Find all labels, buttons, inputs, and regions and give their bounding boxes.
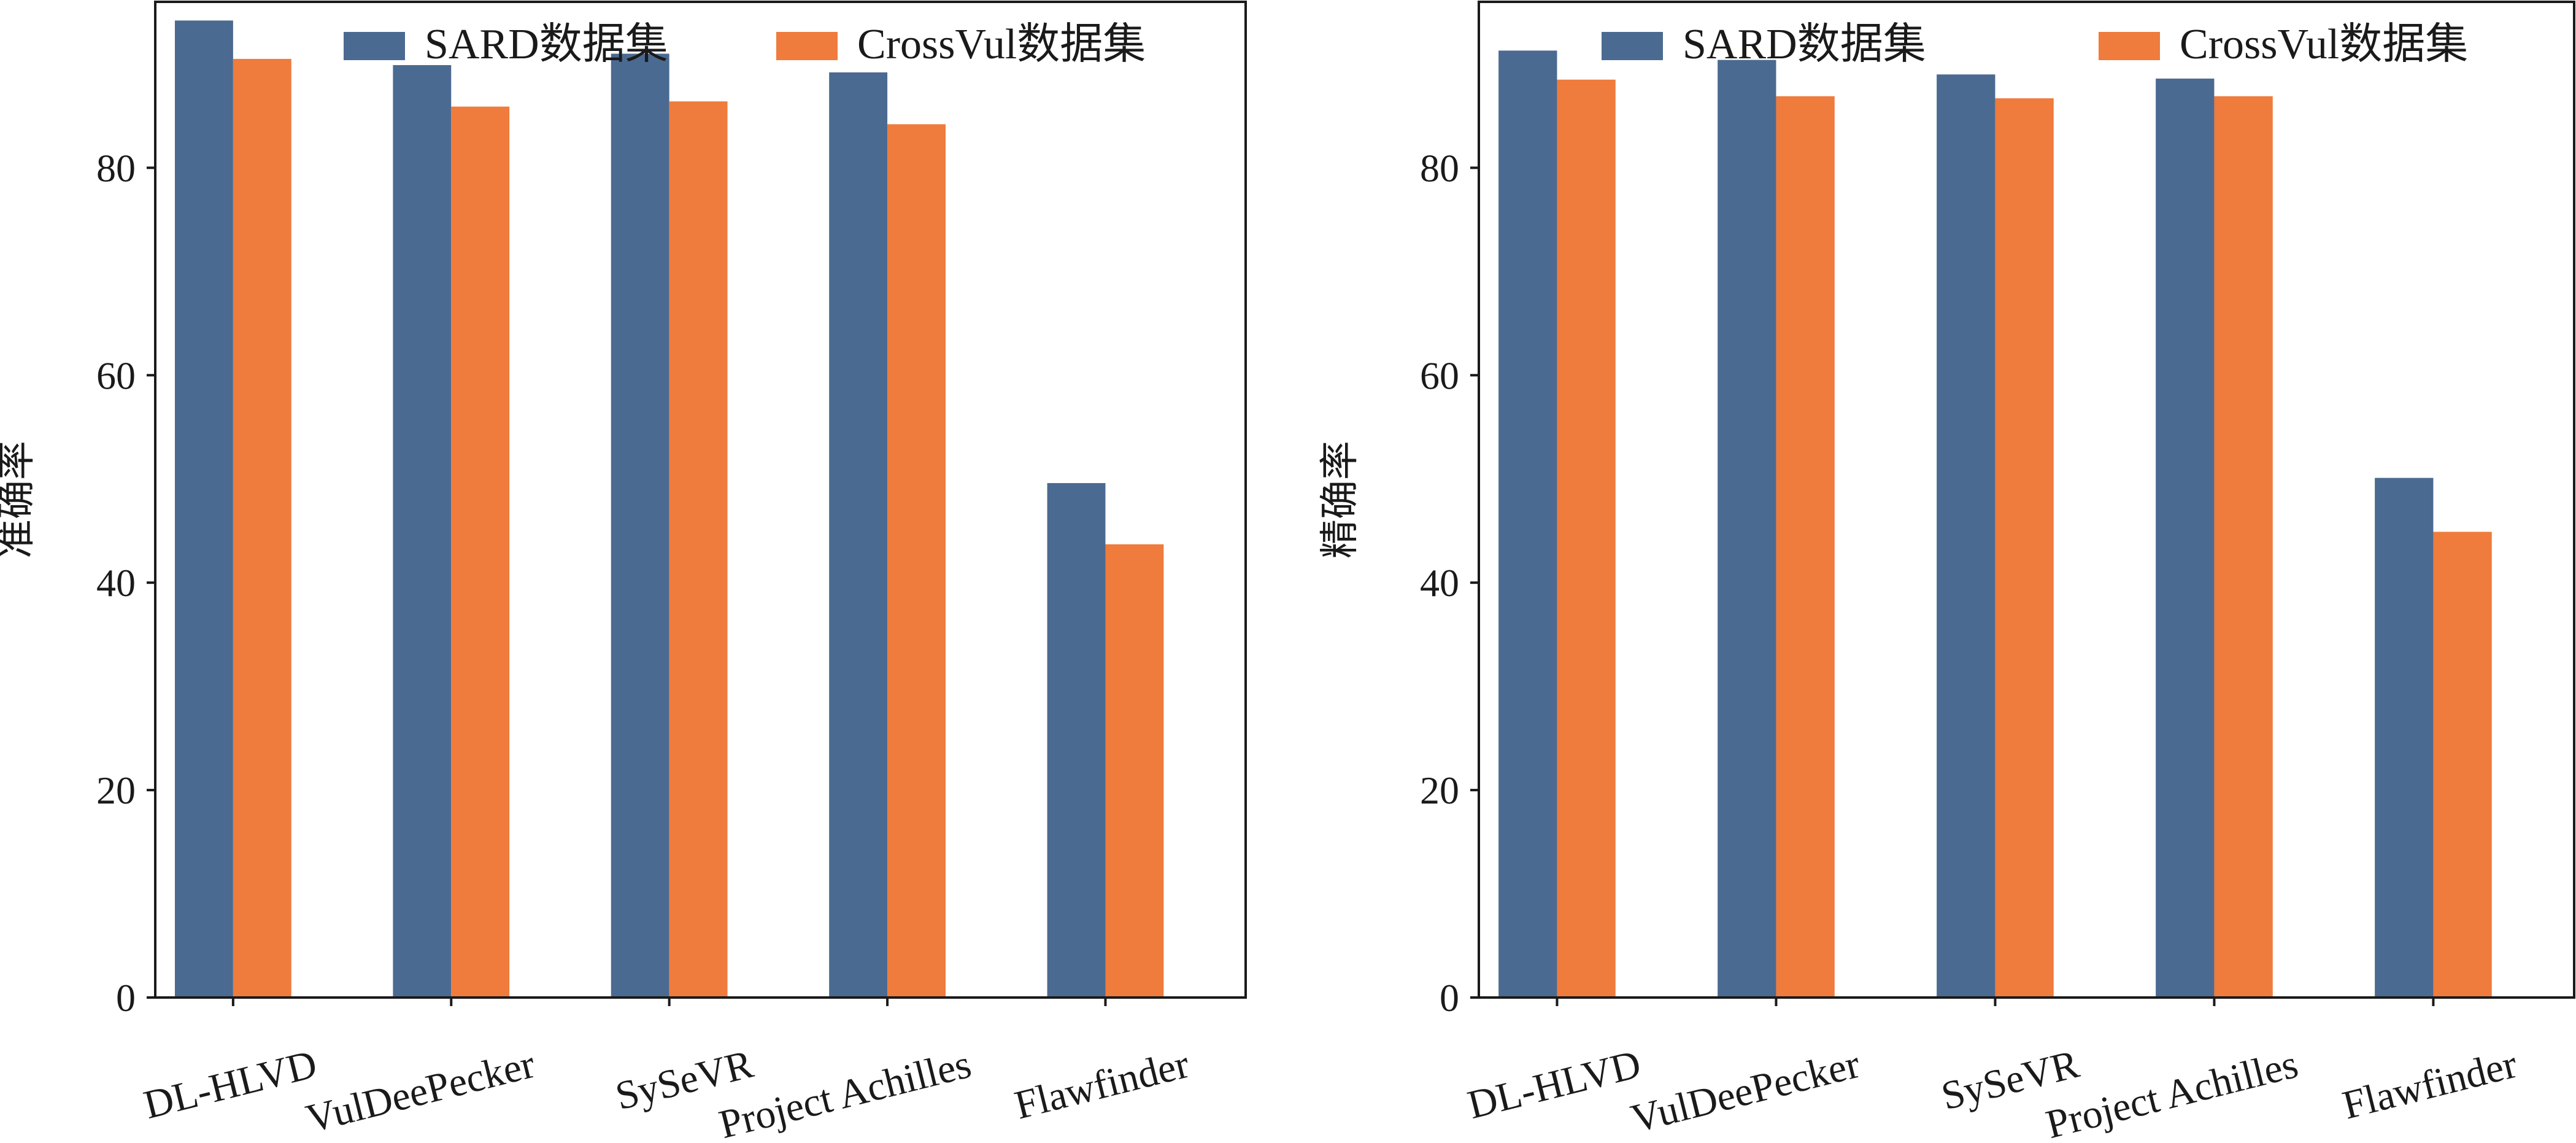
bar-sard-2 bbox=[1718, 60, 1776, 998]
y-tick-label: 0 bbox=[116, 976, 136, 1020]
y-tick-label: 20 bbox=[96, 769, 136, 812]
bar-sard-4 bbox=[829, 72, 888, 998]
x-tick-label: Project Achilles bbox=[2042, 1042, 2302, 1140]
y-tick-label: 20 bbox=[1420, 769, 1459, 812]
bar-crossvul-5 bbox=[2433, 532, 2492, 998]
legend-swatch bbox=[1602, 32, 1663, 60]
x-tick-label: DL-HLVD bbox=[139, 1042, 321, 1128]
x-tick-label: VulDeePecker bbox=[1627, 1042, 1864, 1140]
plot-frame bbox=[1478, 1, 2575, 999]
bar-crossvul-1 bbox=[1557, 79, 1616, 998]
legend-label: SARD数据集 bbox=[425, 21, 668, 68]
bar-crossvul-4 bbox=[2214, 96, 2273, 998]
bar-sard-2 bbox=[393, 65, 452, 998]
bar-sard-3 bbox=[1937, 74, 1996, 998]
x-tick-label: VulDeePecker bbox=[302, 1042, 539, 1140]
bar-crossvul-3 bbox=[669, 101, 728, 998]
bar-crossvul-1 bbox=[233, 58, 291, 998]
bar-sard-1 bbox=[174, 20, 233, 998]
legend-swatch bbox=[776, 32, 838, 60]
bar-sard-1 bbox=[1498, 50, 1557, 998]
bar-crossvul-4 bbox=[887, 124, 946, 998]
x-tick-label: Project Achilles bbox=[715, 1042, 976, 1140]
legend-swatch bbox=[344, 32, 405, 60]
y-tick-label: 0 bbox=[1440, 976, 1459, 1020]
legend-label: SARD数据集 bbox=[1683, 21, 1926, 68]
y-tick-label: 60 bbox=[96, 354, 136, 397]
bar-sard-5 bbox=[2375, 478, 2434, 998]
y-axis-title: 精确率 bbox=[1318, 441, 1362, 559]
bar-sard-5 bbox=[1047, 482, 1106, 998]
x-tick-label: Flawfinder bbox=[1010, 1042, 1194, 1128]
x-tick-label: DL-HLVD bbox=[1463, 1042, 1645, 1128]
y-tick-label: 80 bbox=[1420, 146, 1459, 190]
bar-sard-4 bbox=[2156, 79, 2215, 998]
y-tick-label: 40 bbox=[1420, 561, 1459, 605]
bar-crossvul-5 bbox=[1105, 544, 1164, 998]
y-tick-label: 60 bbox=[1420, 354, 1459, 397]
plot-frame bbox=[154, 1, 1247, 999]
x-tick-label: Flawfinder bbox=[2338, 1042, 2521, 1128]
y-tick-label: 40 bbox=[96, 561, 136, 605]
legend-label: CrossVul数据集 bbox=[857, 21, 1146, 68]
legend-label: CrossVul数据集 bbox=[2180, 21, 2468, 68]
bar-crossvul-3 bbox=[1995, 98, 2054, 998]
legend-swatch bbox=[2099, 32, 2160, 60]
y-axis-title: 准确率 bbox=[0, 441, 38, 559]
y-tick-label: 80 bbox=[96, 146, 136, 190]
bar-crossvul-2 bbox=[1776, 96, 1835, 998]
bar-crossvul-2 bbox=[451, 106, 510, 998]
bar-sard-3 bbox=[611, 53, 669, 998]
